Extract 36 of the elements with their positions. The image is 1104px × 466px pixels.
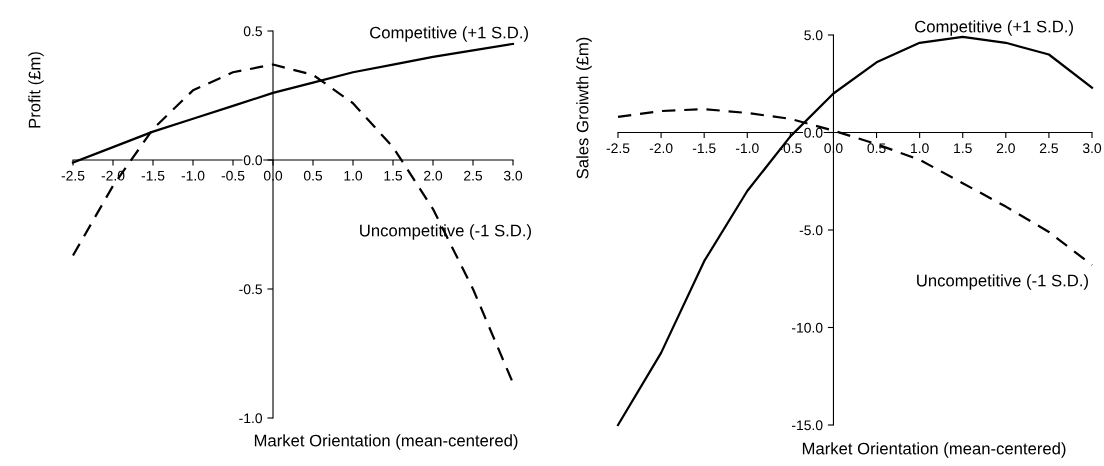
x-tick-label: -1.0 — [181, 170, 205, 181]
x-tick-label: 2.5 — [1039, 143, 1058, 154]
x-tick-label: -1.5 — [692, 143, 716, 154]
x-axis-title: Market Orientation (mean-centered) — [254, 434, 518, 450]
y-axis-title: Profit (£m) — [28, 52, 44, 128]
x-tick-label: -0.5 — [221, 170, 245, 181]
x-tick-label: 2.5 — [464, 170, 483, 181]
y-tick-label: -10.0 — [792, 322, 823, 333]
x-tick-label: 2.0 — [424, 170, 443, 181]
x-tick-label: 3.0 — [503, 170, 523, 181]
y-tick-label: -15.0 — [792, 420, 823, 431]
x-tick-label: -1.0 — [735, 143, 759, 154]
x-tick-label: 2.0 — [996, 143, 1015, 154]
y-tick-label: 0.0 — [804, 127, 823, 138]
x-tick-label: -2.5 — [61, 170, 85, 181]
x-tick-label: 3.0 — [1082, 143, 1102, 154]
x-tick-label: -1.5 — [141, 170, 165, 181]
x-tick-label: -2.0 — [649, 143, 673, 154]
y-tick-label: -0.5 — [239, 284, 262, 295]
y-tick-label: -5.0 — [799, 225, 823, 236]
y-tick-label: 0.5 — [243, 26, 262, 37]
y-tick-label: 5.0 — [804, 30, 823, 41]
x-tick-label: -2.5 — [606, 143, 630, 154]
x-tick-label: 1.0 — [344, 170, 363, 181]
series-label: Uncompetitive (-1 S.D.) — [917, 274, 1088, 290]
y-axis-title: Sales Groiwth (£m) — [576, 37, 592, 179]
x-tick-label: 0.5 — [867, 143, 886, 154]
y-tick-label: -1.0 — [239, 413, 263, 424]
x-tick-label: 0.5 — [303, 170, 323, 181]
y-tick-label: 0.0 — [243, 155, 263, 166]
x-axis-title: Market Orientation (mean-centered) — [802, 442, 1066, 458]
series-label: Competitive (+1 S.D.) — [370, 26, 528, 42]
x-tick-label: 1.0 — [911, 143, 929, 154]
x-tick-label: 1.5 — [954, 143, 972, 154]
series-label: Competitive (+1 S.D.) — [915, 20, 1073, 36]
x-tick-label: 1.5 — [384, 170, 403, 181]
